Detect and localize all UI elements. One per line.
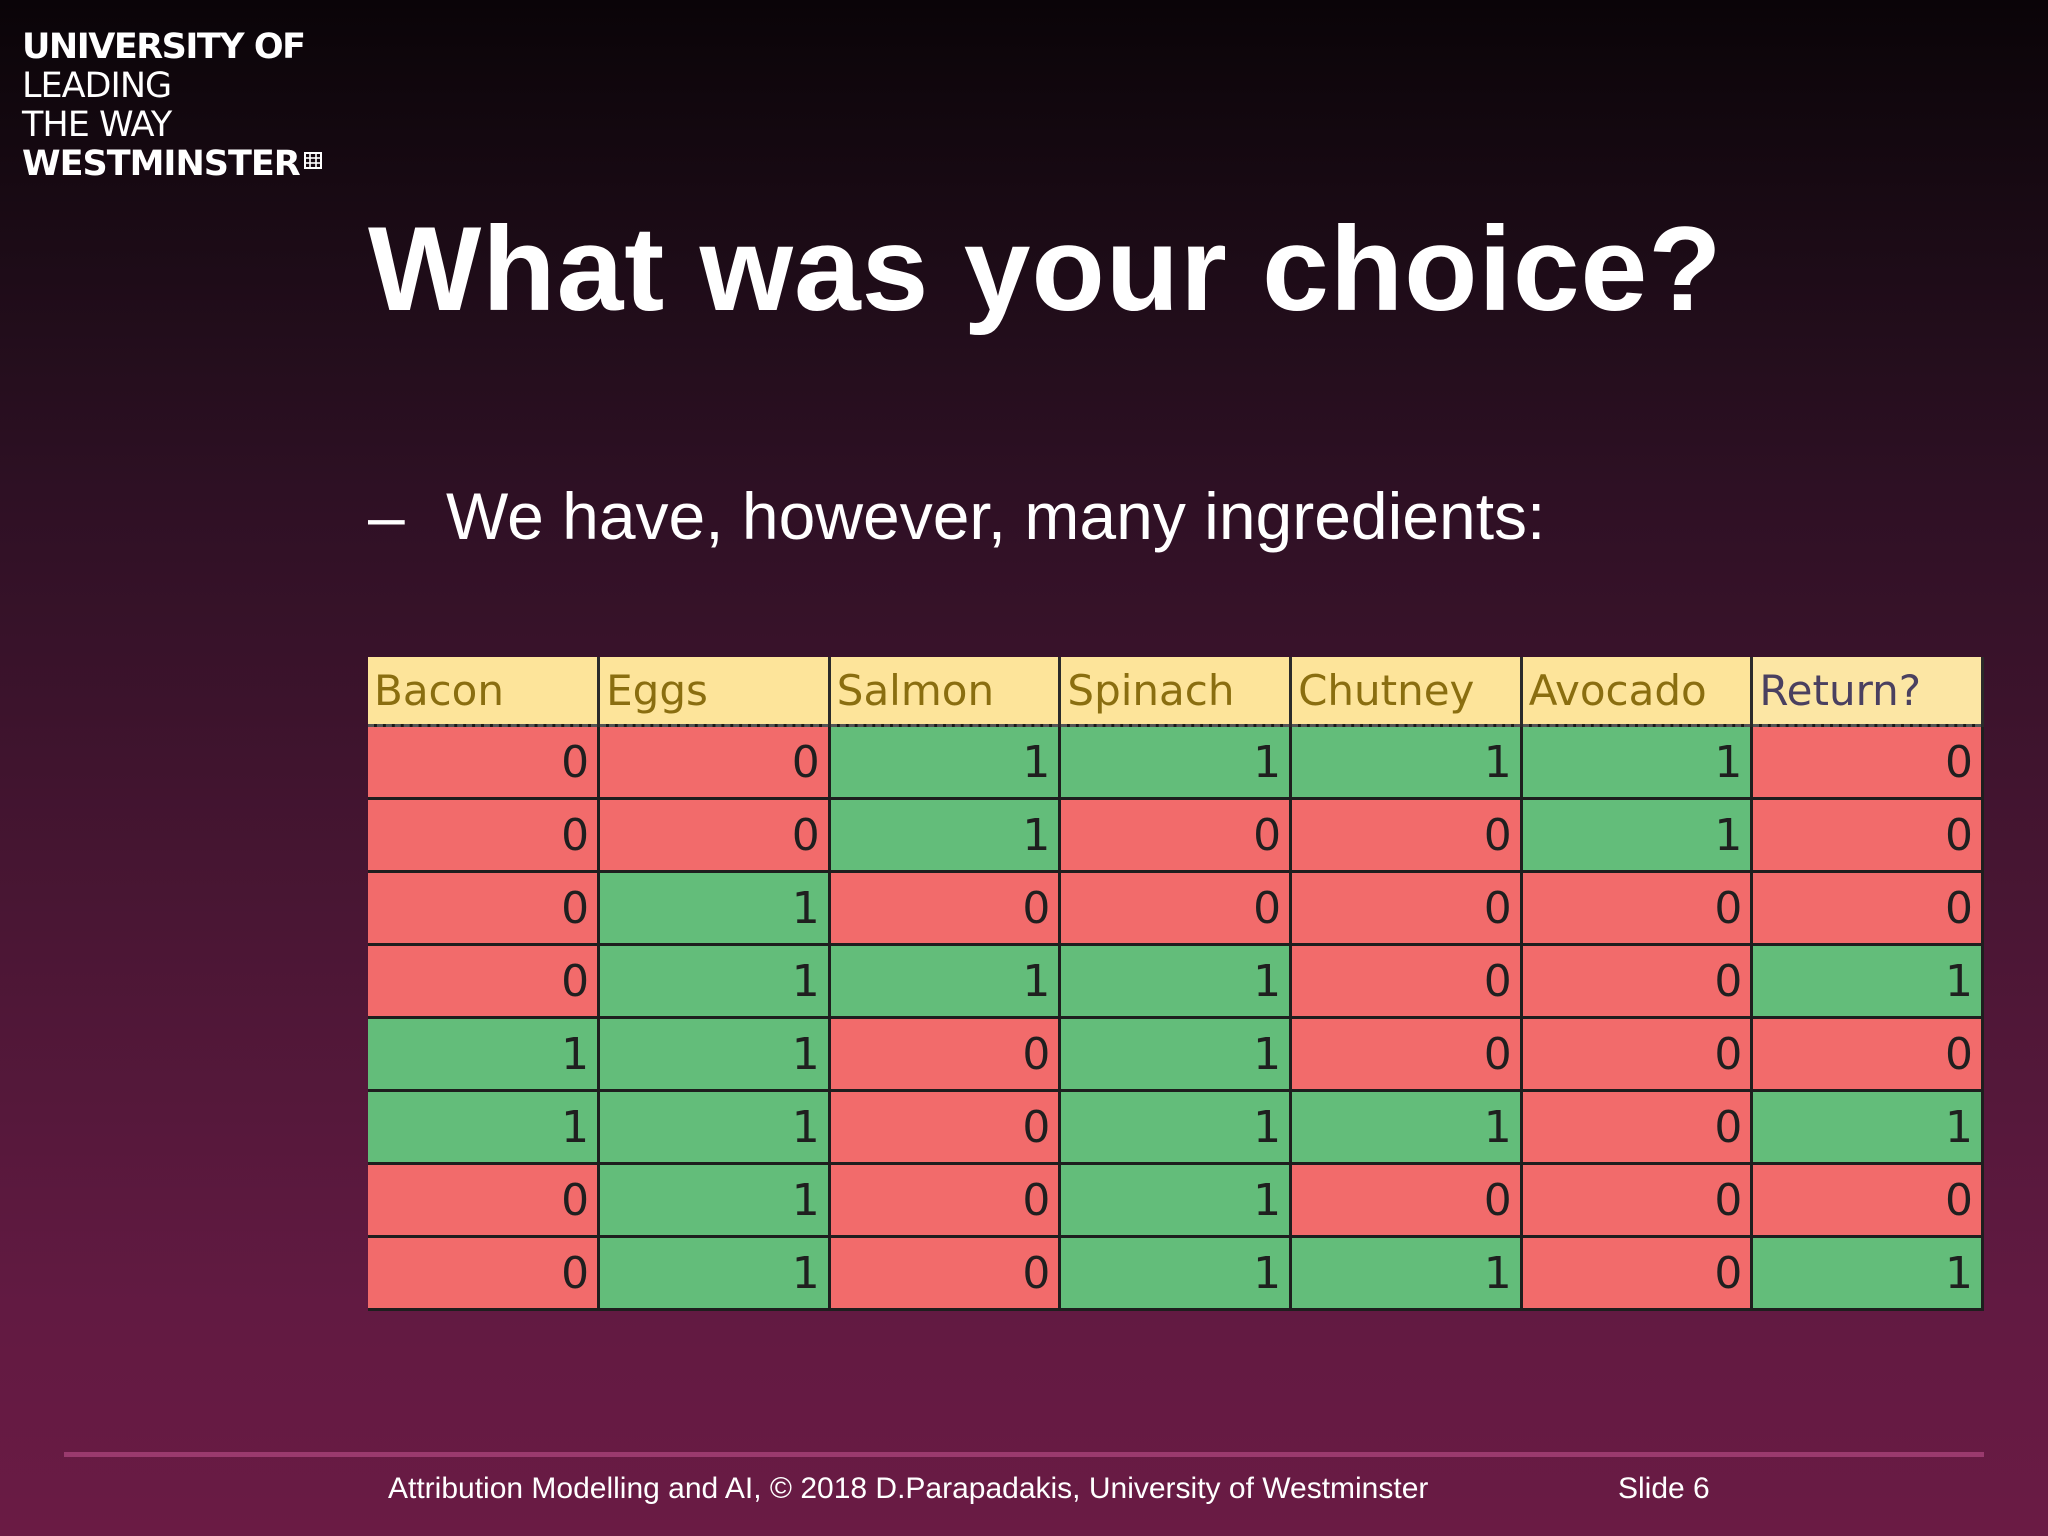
table-cell: 0 xyxy=(829,871,1062,946)
table-cell: 1 xyxy=(829,798,1062,873)
table-cell: 0 xyxy=(1290,871,1523,946)
ingredients-table: Bacon Eggs Salmon Spinach Chutney Avocado Retu… xyxy=(368,657,1984,1311)
table-cell: 1 xyxy=(368,1090,601,1165)
table-cell: 0 xyxy=(598,725,831,800)
table-cell: 0 xyxy=(368,871,601,946)
table-cell: 1 xyxy=(598,944,831,1019)
table-cell: 1 xyxy=(598,1163,831,1238)
column-header: Return? xyxy=(1751,657,1984,727)
table-cell: 0 xyxy=(1521,944,1754,1019)
bullet-text: We have, however, many ingredients: xyxy=(446,479,1546,553)
table-cell: 0 xyxy=(829,1163,1062,1238)
table-cell: 0 xyxy=(368,1163,601,1238)
table-cell: 1 xyxy=(1751,1090,1984,1165)
table-cell: 1 xyxy=(1059,1163,1293,1238)
table-cell: 1 xyxy=(598,871,831,946)
table-cell: 1 xyxy=(1521,798,1754,873)
table-cell: 1 xyxy=(368,1017,601,1092)
table-cell: 1 xyxy=(1059,1090,1293,1165)
logo-line-university-of: UNIVERSITY OF xyxy=(22,27,306,67)
column-header: Avocado xyxy=(1521,657,1754,727)
table-cell: 1 xyxy=(598,1017,831,1092)
slide-title: What was your choice? xyxy=(368,202,1723,336)
table-cell: 0 xyxy=(1521,1017,1754,1092)
logo-line-the-way: THE WAY xyxy=(22,105,172,145)
column-header: Eggs xyxy=(598,657,831,727)
table-cell: 0 xyxy=(368,944,601,1019)
logo-line-westminster: WESTMINSTER xyxy=(22,145,322,184)
table-cell: 0 xyxy=(598,798,831,873)
column-header: Salmon xyxy=(829,657,1062,727)
table-cell: 1 xyxy=(1059,1017,1293,1092)
bullet-dash: – xyxy=(368,479,405,553)
footer-divider xyxy=(64,1452,1984,1457)
table-cell: 0 xyxy=(368,798,601,873)
column-header: Chutney xyxy=(1290,657,1523,727)
table-cell: 1 xyxy=(598,1236,831,1311)
table-cell: 1 xyxy=(1751,1236,1984,1311)
table-cell: 0 xyxy=(1290,798,1523,873)
table-header-row: Bacon Eggs Salmon Spinach Chutney Avocado Retu… xyxy=(368,657,1984,727)
table-cell: 0 xyxy=(1751,1017,1984,1092)
table-cell: 0 xyxy=(1059,798,1293,873)
university-logo: UNIVERSITY OF LEADING THE WAY WESTMINSTE… xyxy=(22,28,322,184)
table-cell: 0 xyxy=(1290,1163,1523,1238)
table-cell: 1 xyxy=(598,1090,831,1165)
portcullis-icon xyxy=(303,151,322,169)
table-cell: 0 xyxy=(1751,871,1984,946)
table-cell: 1 xyxy=(1290,1090,1523,1165)
table-cell: 0 xyxy=(1521,1090,1754,1165)
table-cell: 0 xyxy=(1521,1236,1754,1311)
slide-number: Slide 6 xyxy=(1618,1472,1710,1505)
table-cell: 1 xyxy=(1521,725,1754,800)
logo-westminster-text: WESTMINSTER xyxy=(22,144,301,184)
table-cell: 1 xyxy=(1290,725,1523,800)
column-header: Bacon xyxy=(368,657,601,727)
table-cell: 0 xyxy=(1751,1163,1984,1238)
table-cell: 0 xyxy=(1751,725,1984,800)
table-cell: 1 xyxy=(829,944,1062,1019)
table-cell: 0 xyxy=(829,1090,1062,1165)
bullet-point: – We have, however, many ingredients: xyxy=(368,478,1545,554)
table-cell: 0 xyxy=(1059,871,1293,946)
table-cell: 0 xyxy=(368,1236,601,1311)
table-cell: 1 xyxy=(1059,725,1293,800)
ingredients-table-container: Bacon Eggs Salmon Spinach Chutney Avocado Retu… xyxy=(368,657,1984,1311)
footer-copyright: Attribution Modelling and AI, © 2018 D.P… xyxy=(388,1472,1429,1505)
table-cell: 1 xyxy=(1059,944,1293,1019)
table-cell: 0 xyxy=(829,1017,1062,1092)
table-cell: 0 xyxy=(1521,1163,1754,1238)
table-cell: 0 xyxy=(1290,1017,1523,1092)
table-cell: 1 xyxy=(1059,1236,1293,1311)
table-cell: 0 xyxy=(368,725,601,800)
table-cell: 1 xyxy=(1290,1236,1523,1311)
logo-line-leading: LEADING xyxy=(22,66,172,106)
table-cell: 0 xyxy=(829,1236,1062,1311)
table-cell: 0 xyxy=(1290,944,1523,1019)
column-header: Spinach xyxy=(1059,657,1293,727)
table-cell: 0 xyxy=(1751,798,1984,873)
table-cell: 1 xyxy=(829,725,1062,800)
table-cell: 0 xyxy=(1521,871,1754,946)
table-cell: 1 xyxy=(1751,944,1984,1019)
